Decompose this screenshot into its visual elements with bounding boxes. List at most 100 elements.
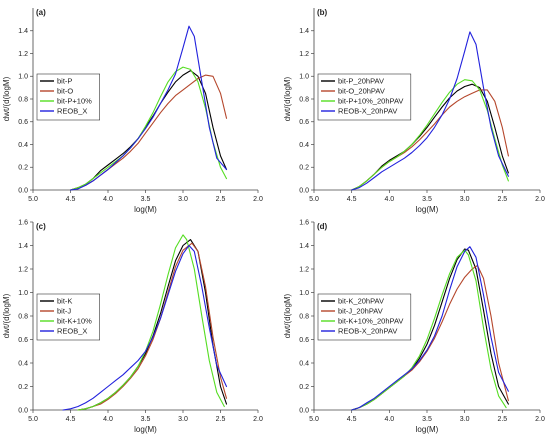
- x-axis-label: log(M): [134, 205, 157, 214]
- y-tick-label: 0.0: [18, 187, 28, 194]
- x-tick-label: 2.0: [535, 196, 545, 203]
- x-tick-label: 4.5: [66, 416, 76, 423]
- legend-entry: bit-P+10%: [57, 97, 92, 106]
- y-tick-label: 1.0: [18, 74, 28, 81]
- x-tick-label: 5.0: [309, 416, 319, 423]
- y-tick-label: 1.4: [299, 243, 309, 250]
- series-line: [351, 246, 509, 411]
- legend-entry: REOB-X_20hPAV: [338, 107, 397, 116]
- x-tick-label: 3.5: [422, 196, 432, 203]
- y-tick-label: 0.8: [18, 96, 28, 103]
- legend-entry: bit-J_20hPAV: [338, 307, 383, 316]
- y-tick-label: 0.8: [18, 313, 28, 320]
- x-tick-label: 2.0: [253, 196, 263, 203]
- y-tick-label: 0.0: [18, 407, 28, 414]
- legend-entry: bit-O_20hPAV: [338, 87, 385, 96]
- y-tick-label: 1.6: [299, 219, 309, 226]
- x-tick-label: 3.5: [422, 416, 432, 423]
- y-tick-label: 0.4: [299, 360, 309, 367]
- series-line: [69, 25, 228, 191]
- y-tick-label: 1.2: [299, 51, 309, 58]
- x-tick-label: 4.5: [347, 416, 357, 423]
- y-tick-label: 0.6: [299, 119, 309, 126]
- series-line: [69, 66, 228, 191]
- y-tick-label: 1.0: [299, 290, 309, 297]
- y-tick-label: 1.2: [18, 51, 28, 58]
- y-tick-label: 1.0: [299, 74, 309, 81]
- legend-entry: bit-K: [57, 297, 72, 306]
- x-tick-label: 3.0: [178, 196, 188, 203]
- x-tick-label: 5.0: [28, 416, 38, 423]
- panel-a: 5.0 4.5 4.0 3.5 3.0 2.5 2.0 0.0 0.2 0.4 0.6 0.8 1.0 1…: [2, 8, 263, 214]
- x-tick-label: 4.0: [384, 196, 394, 203]
- y-tick-label: 0.4: [18, 360, 28, 367]
- legend-entry: bit-P+10%_20hPAV: [338, 97, 403, 106]
- x-tick-label: 2.0: [535, 416, 545, 423]
- x-tick-label: 2.5: [497, 196, 507, 203]
- y-tick-label: 0.6: [18, 337, 28, 344]
- x-tick-label: 4.5: [66, 196, 76, 203]
- x-tick-label: 4.5: [347, 196, 357, 203]
- x-tick-label: 3.0: [460, 196, 470, 203]
- y-tick-label: 0.8: [299, 96, 309, 103]
- x-tick-label: 3.5: [141, 416, 151, 423]
- y-tick-label: 0.2: [18, 165, 28, 172]
- y-tick-label: 0.2: [18, 384, 28, 391]
- y-tick-label: 1.0: [18, 290, 28, 297]
- legend-entry: REOB_X: [57, 107, 87, 116]
- x-tick-label: 3.5: [141, 196, 151, 203]
- x-tick-label: 3.0: [460, 416, 470, 423]
- x-tick-label: 5.0: [28, 196, 38, 203]
- legend-entry: bit-K+10%: [57, 317, 92, 326]
- y-tick-label: 0.2: [299, 165, 309, 172]
- y-axis-label: dwt/(d(logM): [283, 76, 292, 121]
- x-tick-label: 4.0: [384, 416, 394, 423]
- x-tick-label: 3.0: [178, 416, 188, 423]
- panel-d: 5.0 4.5 4.0 3.5 3.0 2.5 2.0 0.0 0.2 0.4 0.6 0.8 1.0 1…: [283, 219, 545, 434]
- y-tick-label: 0.0: [299, 407, 309, 414]
- y-tick-label: 0.4: [18, 142, 28, 149]
- series-line: [351, 79, 509, 191]
- y-tick-label: 0.2: [299, 384, 309, 391]
- series-line: [77, 242, 228, 411]
- x-axis-label: log(M): [416, 425, 439, 434]
- series-line: [77, 234, 225, 411]
- y-tick-label: 1.2: [299, 266, 309, 273]
- y-axis-label: dwt/(d(logM): [283, 293, 292, 338]
- x-tick-label: 2.5: [216, 196, 226, 203]
- x-tick-label: 4.0: [103, 196, 113, 203]
- series-line: [351, 31, 509, 191]
- panel-label: (c): [36, 222, 46, 231]
- y-tick-label: 1.2: [18, 266, 28, 273]
- x-tick-label: 5.0: [309, 196, 319, 203]
- legend-entry: bit-O: [57, 87, 73, 96]
- y-tick-label: 1.4: [18, 243, 28, 250]
- y-tick-label: 0.0: [299, 187, 309, 194]
- legend-entry: bit-K+10%_20hPAV: [338, 317, 403, 326]
- x-tick-label: 2.5: [216, 416, 226, 423]
- panel-b: 5.0 4.5 4.0 3.5 3.0 2.5 2.0 0.0 0.2 0.4 0.6 0.8 1.0 1…: [283, 8, 545, 214]
- x-axis-label: log(M): [134, 425, 157, 434]
- y-axis-label: dwt/(d(logM): [2, 293, 11, 338]
- y-tick-label: 0.8: [299, 313, 309, 320]
- panel-label: (a): [36, 8, 46, 17]
- legend-entry: bit-P: [57, 77, 72, 86]
- y-tick-label: 0.6: [18, 119, 28, 126]
- x-tick-label: 2.5: [497, 416, 507, 423]
- x-axis-label: log(M): [416, 205, 439, 214]
- legend-entry: REOB-X_20hPAV: [338, 327, 397, 336]
- x-tick-label: 2.0: [253, 416, 263, 423]
- y-tick-label: 1.4: [18, 28, 28, 35]
- panel-label: (d): [317, 222, 328, 231]
- legend-entry: bit-K_20hPAV: [338, 297, 384, 306]
- legend-entry: bit-J: [57, 307, 71, 316]
- x-tick-label: 4.0: [103, 416, 113, 423]
- y-tick-label: 0.6: [299, 337, 309, 344]
- y-tick-label: 1.6: [18, 219, 28, 226]
- panel-c: 5.0 4.5 4.0 3.5 3.0 2.5 2.0 0.0 0.2 0.4 0.6 0.8 1.0 1…: [2, 219, 263, 434]
- legend-entry: REOB_X: [57, 327, 87, 336]
- y-axis-label: dwt/(d(logM): [2, 76, 11, 121]
- legend-entry: bit-P_20hPAV: [338, 77, 384, 86]
